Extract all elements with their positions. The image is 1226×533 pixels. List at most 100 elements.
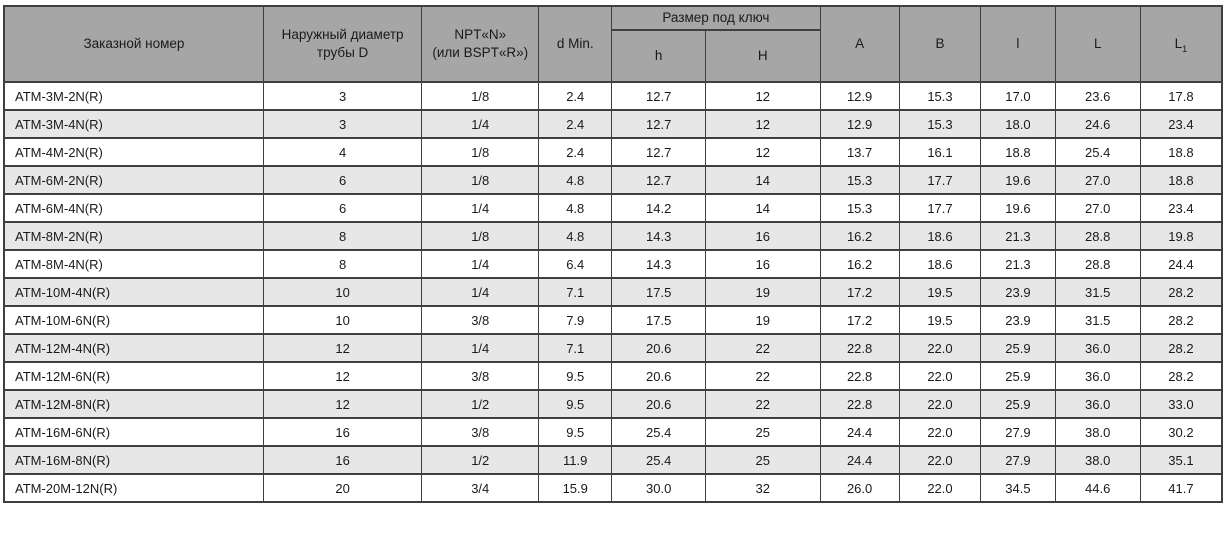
dimension-cell: 18.6 <box>898 249 982 279</box>
dimension-cell: 16 <box>705 249 821 279</box>
dimension-cell: 1/2 <box>421 445 540 475</box>
dimension-cell: 26.0 <box>819 473 900 503</box>
header-l1-base: L <box>1174 35 1183 51</box>
dimension-cell: 1/4 <box>421 109 540 139</box>
dimension-cell: 9.5 <box>538 417 613 447</box>
dimension-cell: 18.0 <box>980 109 1056 139</box>
table-row: ATM-3M-4N(R) 3 1/4 2.4 12.7 12 12.9 15.3 18.0 24.… <box>3 109 1223 139</box>
dimension-cell: 38.0 <box>1054 417 1141 447</box>
dimension-cell: 23.4 <box>1139 109 1223 139</box>
dimension-cell: 27.0 <box>1054 193 1141 223</box>
dimension-cell: 14.3 <box>611 221 707 251</box>
dimension-cell: 8 <box>262 249 423 279</box>
dimension-cell: 22.0 <box>898 445 982 475</box>
dimension-cell: 34.5 <box>980 473 1056 503</box>
dimension-cell: 19.6 <box>980 165 1056 195</box>
dimension-cell: 6 <box>262 165 423 195</box>
table-row: ATM-12M-4N(R) 12 1/4 7.1 20.6 22 22.8 22.0 25.9 3… <box>3 333 1223 363</box>
order-number-cell: ATM-4M-2N(R) <box>3 137 264 167</box>
dimension-cell: 36.0 <box>1054 361 1141 391</box>
dimension-cell: 15.3 <box>898 81 982 111</box>
dimension-cell: 14 <box>705 193 821 223</box>
table-row: ATM-10M-6N(R) 10 3/8 7.9 17.5 19 17.2 19.5 23.9 3… <box>3 305 1223 335</box>
dimension-cell: 17.7 <box>898 193 982 223</box>
dimension-cell: 18.6 <box>898 221 982 251</box>
dimension-cell: 7.1 <box>538 277 613 307</box>
dimension-cell: 17.2 <box>819 277 900 307</box>
order-number-cell: ATM-6M-4N(R) <box>3 193 264 223</box>
dimension-cell: 24.4 <box>1139 249 1223 279</box>
dimension-cell: 4.8 <box>538 221 613 251</box>
dimension-cell: 19 <box>705 305 821 335</box>
dimension-cell: 9.5 <box>538 389 613 419</box>
dimension-cell: 17.5 <box>611 305 707 335</box>
order-number-cell: ATM-3M-4N(R) <box>3 109 264 139</box>
dimension-cell: 6 <box>262 193 423 223</box>
dimension-cell: 25.9 <box>980 389 1056 419</box>
header-d-min: d Min. <box>538 5 613 83</box>
dimension-cell: 19.5 <box>898 305 982 335</box>
dimension-cell: 18.8 <box>1139 165 1223 195</box>
dimension-cell: 12.9 <box>819 109 900 139</box>
table-row: ATM-20M-12N(R) 20 3/4 15.9 30.0 32 26.0 22.0 34.… <box>3 473 1223 503</box>
dimension-cell: 12 <box>262 333 423 363</box>
dimension-cell: 32 <box>705 473 821 503</box>
dimension-cell: 3 <box>262 81 423 111</box>
dimension-cell: 16.1 <box>898 137 982 167</box>
dimension-cell: 20.6 <box>611 333 707 363</box>
header-h-big: H <box>705 29 821 83</box>
dimension-cell: 15.3 <box>898 109 982 139</box>
dimension-cell: 41.7 <box>1139 473 1223 503</box>
dimensions-table: Заказной номер Наружный диаметр трубы D … <box>3 5 1223 503</box>
dimension-cell: 28.8 <box>1054 221 1141 251</box>
dimension-cell: 22 <box>705 389 821 419</box>
dimension-cell: 38.0 <box>1054 445 1141 475</box>
dimension-cell: 12 <box>705 109 821 139</box>
order-number-cell: ATM-10M-4N(R) <box>3 277 264 307</box>
dimension-cell: 19 <box>705 277 821 307</box>
dimension-cell: 19.5 <box>898 277 982 307</box>
dimension-cell: 12.7 <box>611 81 707 111</box>
table-header: Заказной номер Наружный диаметр трубы D … <box>3 5 1223 83</box>
dimension-cell: 12 <box>705 137 821 167</box>
dimension-cell: 22.8 <box>819 389 900 419</box>
dimension-cell: 13.7 <box>819 137 900 167</box>
dimension-cell: 1/4 <box>421 333 540 363</box>
table-row: ATM-12M-6N(R) 12 3/8 9.5 20.6 22 22.8 22.0 25.9 3… <box>3 361 1223 391</box>
dimension-cell: 22.0 <box>898 361 982 391</box>
dimension-cell: 21.3 <box>980 249 1056 279</box>
table-row: ATM-6M-4N(R) 6 1/4 4.8 14.2 14 15.3 17.7 19.6 27.… <box>3 193 1223 223</box>
table-row: ATM-3M-2N(R) 3 1/8 2.4 12.7 12 12.9 15.3 17.0 23.… <box>3 81 1223 111</box>
dimension-cell: 4 <box>262 137 423 167</box>
dimension-cell: 14.2 <box>611 193 707 223</box>
header-thread: NPT«N» (или BSPT«R») <box>421 5 540 83</box>
dimension-cell: 1/4 <box>421 249 540 279</box>
dimension-cell: 12.7 <box>611 165 707 195</box>
table-row: ATM-6M-2N(R) 6 1/8 4.8 12.7 14 15.3 17.7 19.6 27.… <box>3 165 1223 195</box>
dimension-cell: 19.6 <box>980 193 1056 223</box>
dimension-cell: 25 <box>705 417 821 447</box>
order-number-cell: ATM-16M-8N(R) <box>3 445 264 475</box>
table-row: ATM-12M-8N(R) 12 1/2 9.5 20.6 22 22.8 22.0 25.9 3… <box>3 389 1223 419</box>
order-number-cell: ATM-12M-8N(R) <box>3 389 264 419</box>
header-wrench-size-group: Размер под ключ <box>611 5 821 31</box>
dimension-cell: 1/2 <box>421 389 540 419</box>
dimension-cell: 3/8 <box>421 417 540 447</box>
dimension-cell: 17.5 <box>611 277 707 307</box>
dimension-cell: 22.0 <box>898 417 982 447</box>
order-number-cell: ATM-12M-4N(R) <box>3 333 264 363</box>
dimension-cell: 25.9 <box>980 333 1056 363</box>
dimension-cell: 17.2 <box>819 305 900 335</box>
order-number-cell: ATM-20M-12N(R) <box>3 473 264 503</box>
dimension-cell: 1/8 <box>421 221 540 251</box>
dimension-cell: 12 <box>705 81 821 111</box>
header-order-number: Заказной номер <box>3 5 264 83</box>
dimension-cell: 21.3 <box>980 221 1056 251</box>
dimension-cell: 2.4 <box>538 109 613 139</box>
dimension-cell: 3/8 <box>421 305 540 335</box>
dimension-cell: 35.1 <box>1139 445 1223 475</box>
header-thread-line1: NPT«N» <box>454 26 507 42</box>
dimension-cell: 27.9 <box>980 417 1056 447</box>
dimension-cell: 20.6 <box>611 389 707 419</box>
